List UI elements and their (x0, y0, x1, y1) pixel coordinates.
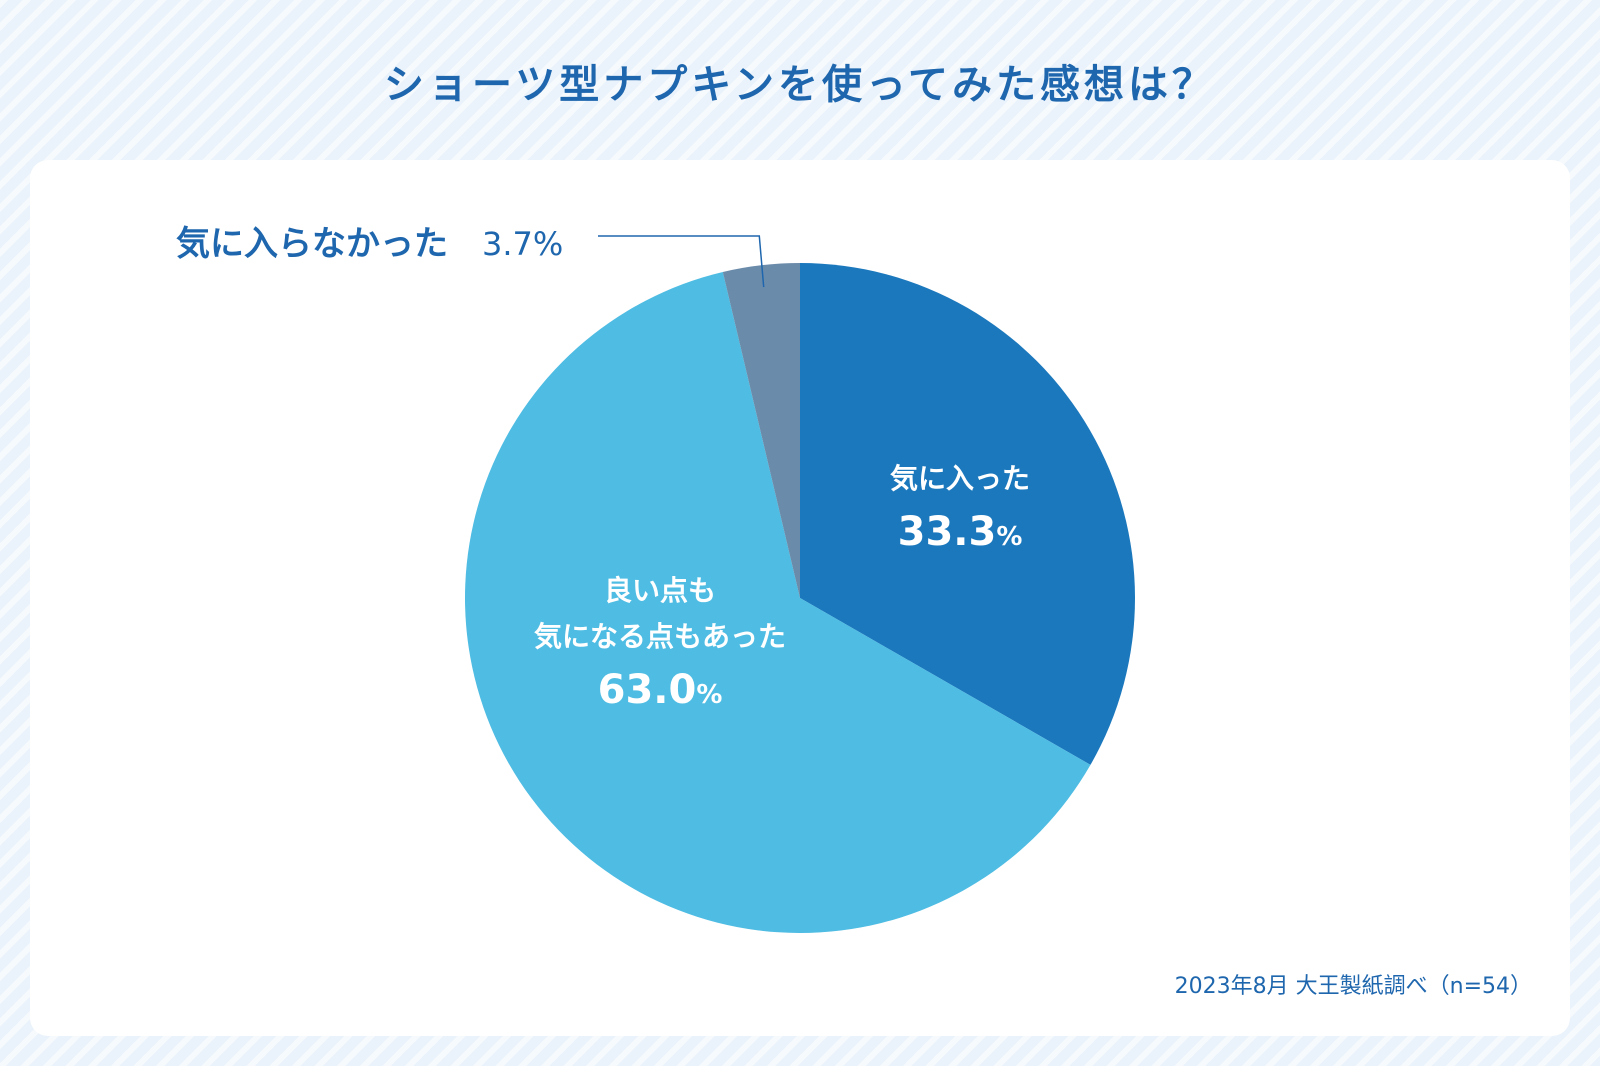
slice-value-liked: 33.3% (897, 509, 1023, 555)
slice-category-mixed-line1: 良い点も (603, 574, 716, 607)
slice-category-liked: 気に入った (889, 462, 1030, 495)
slice-value-mixed: 63.0% (597, 667, 723, 713)
pie-slice-mixed (465, 272, 1091, 933)
slice-label-disliked: 気に入らなかった 3.7% (176, 216, 563, 265)
slice-category-mixed-line2: 気になる点もあった (533, 620, 786, 653)
slice-category-disliked: 気に入らなかった (176, 224, 448, 264)
pie-slice-liked (800, 263, 1136, 765)
source-note: 2023年8月 大王製紙調べ（n=54） (1174, 974, 1532, 999)
pie-slices (465, 263, 1136, 933)
pie-slice-disliked (722, 263, 800, 598)
page-title: ショーツ型ナプキンを使ってみた感想は？ (384, 62, 1216, 108)
leader-line (598, 235, 765, 288)
slice-value-disliked: 3.7% (482, 225, 564, 263)
slice-label-mixed: 良い点も 気になる点もあった 63.0% (490, 568, 830, 725)
slice-label-liked: 気に入った 33.3% (840, 456, 1080, 567)
